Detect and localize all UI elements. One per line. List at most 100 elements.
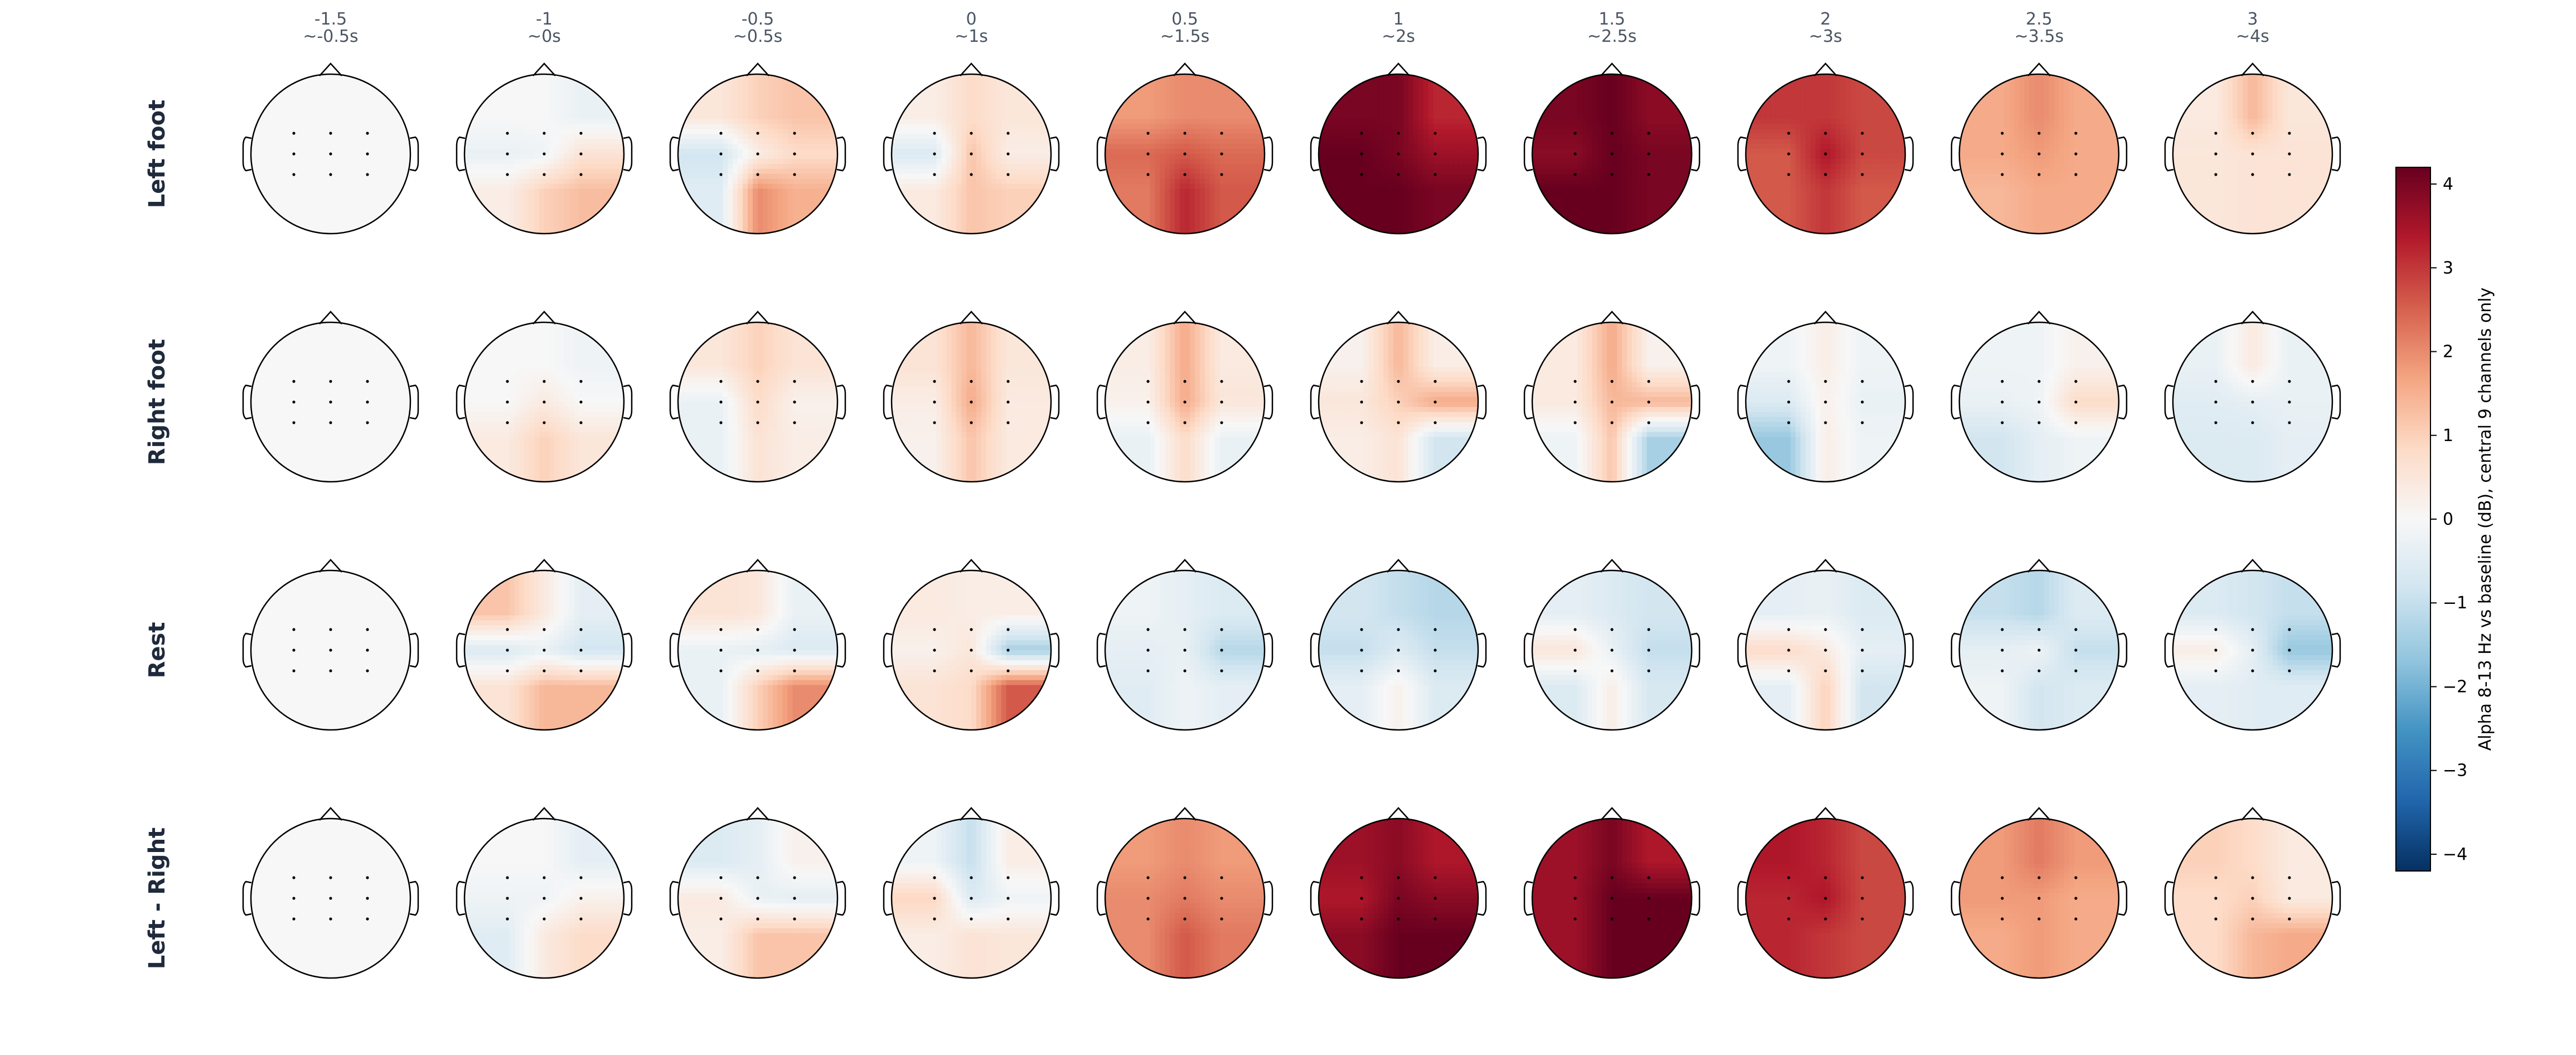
topomap-pixel: [762, 84, 768, 90]
topomap-pixel: [772, 139, 778, 144]
topomap-pixel: [986, 183, 992, 190]
topomap-pixel: [812, 144, 819, 149]
topomap-pixel: [926, 134, 932, 139]
topomap-pixel: [360, 74, 366, 80]
topomap-pixel: [1160, 79, 1166, 85]
topomap-pixel: [1260, 74, 1265, 80]
topomap-pixel: [892, 229, 897, 234]
topomap-pixel: [390, 84, 396, 90]
topomap-pixel: [1239, 109, 1246, 115]
topomap-pixel: [678, 158, 684, 164]
topomap-pixel: [921, 209, 927, 215]
topomap-pixel: [807, 84, 814, 90]
topomap-pixel: [1041, 149, 1047, 154]
topomap-pixel: [718, 229, 724, 234]
topomap-pixel: [405, 229, 410, 234]
topomap-pixel: [574, 209, 580, 215]
topomap-pixel: [991, 109, 997, 115]
topomap-pixel: [479, 119, 485, 125]
topomap-pixel: [569, 94, 575, 100]
topomap-pixel: [390, 89, 396, 95]
topomap-pixel: [375, 209, 381, 215]
topomap-pixel: [390, 104, 396, 110]
topomap-pixel: [807, 109, 814, 115]
topomap-pixel: [1189, 134, 1195, 139]
topomap-pixel: [976, 204, 982, 210]
topomap-pixel: [1016, 214, 1022, 219]
topomap-pixel: [758, 173, 763, 180]
topomap-pixel: [385, 134, 391, 139]
topomap-pixel: [1204, 89, 1210, 95]
topomap-pixel: [331, 149, 336, 154]
topomap-pixel: [1229, 104, 1236, 110]
topomap-pixel: [1115, 178, 1121, 185]
topomap-pixel: [1165, 104, 1170, 110]
topomap-pixel: [916, 94, 922, 100]
topomap-pixel: [743, 199, 748, 205]
topomap-pixel: [1031, 139, 1037, 144]
topomap-pixel: [504, 193, 510, 200]
topomap-pixel: [255, 199, 262, 205]
topomap-pixel: [946, 119, 952, 125]
topomap-pixel: [360, 134, 366, 139]
topomap-pixel: [260, 84, 267, 90]
topomap-pixel: [316, 214, 321, 219]
topomap-pixel: [708, 214, 714, 219]
topomap-pixel: [340, 74, 346, 80]
topomap-pixel: [1180, 89, 1185, 95]
topomap-pixel: [340, 173, 346, 180]
topomap-pixel: [270, 154, 277, 159]
topomap-pixel: [275, 124, 282, 130]
topomap-pixel: [931, 84, 937, 90]
topomap-pixel: [733, 209, 739, 215]
topomap-pixel: [489, 163, 495, 170]
topomap-pixel: [494, 104, 500, 110]
topomap-pixel: [916, 134, 922, 139]
topomap-pixel: [1160, 199, 1166, 205]
topomap-pixel: [345, 109, 351, 115]
topomap-pixel: [321, 109, 326, 115]
topomap-pixel: [1016, 94, 1022, 100]
topomap-pixel: [1260, 183, 1265, 190]
topomap-pixel: [921, 89, 927, 95]
topomap-pixel: [390, 168, 396, 175]
topomap-pixel: [519, 79, 525, 85]
topomap-pixel: [762, 104, 768, 110]
topomap-pixel: [693, 163, 699, 170]
topomap-pixel: [1245, 183, 1250, 190]
topomap-pixel: [509, 229, 515, 234]
topomap-pixel: [986, 89, 992, 95]
topomap-pixel: [911, 193, 917, 200]
topomap-pixel: [1135, 99, 1141, 105]
topomap-pixel: [926, 204, 932, 210]
topomap-pixel: [941, 114, 947, 120]
topomap-pixel: [787, 144, 793, 149]
topomap-pixel: [936, 219, 942, 224]
topomap-pixel: [956, 119, 962, 125]
topomap-pixel: [1194, 74, 1200, 80]
topomap-pixel: [687, 114, 694, 120]
topomap-pixel: [1021, 229, 1027, 234]
topomap-pixel: [1155, 183, 1161, 190]
topomap-pixel: [682, 199, 689, 205]
right-ear: [623, 136, 633, 172]
topomap-pixel: [1041, 94, 1047, 100]
topomap-pixel: [1160, 149, 1166, 154]
topomap-pixel: [1175, 129, 1180, 135]
topomap-pixel: [574, 158, 580, 164]
topomap-pixel: [946, 124, 952, 130]
topomap-pixel: [365, 89, 371, 95]
topomap-pixel: [335, 219, 341, 224]
topomap-pixel: [1150, 134, 1156, 139]
topomap-pixel: [743, 204, 748, 210]
topomap-pixel: [896, 109, 902, 115]
topomap-pixel: [1165, 94, 1170, 100]
topomap-pixel: [395, 224, 401, 229]
topomap-pixel: [1115, 158, 1121, 164]
topomap-pixel: [1115, 183, 1121, 190]
topomap-pixel: [1016, 188, 1022, 195]
topomap-pixel: [807, 204, 814, 210]
topomap-pixel: [484, 158, 490, 164]
sensor-dot: [329, 173, 332, 176]
topomap-pixel: [584, 124, 590, 130]
